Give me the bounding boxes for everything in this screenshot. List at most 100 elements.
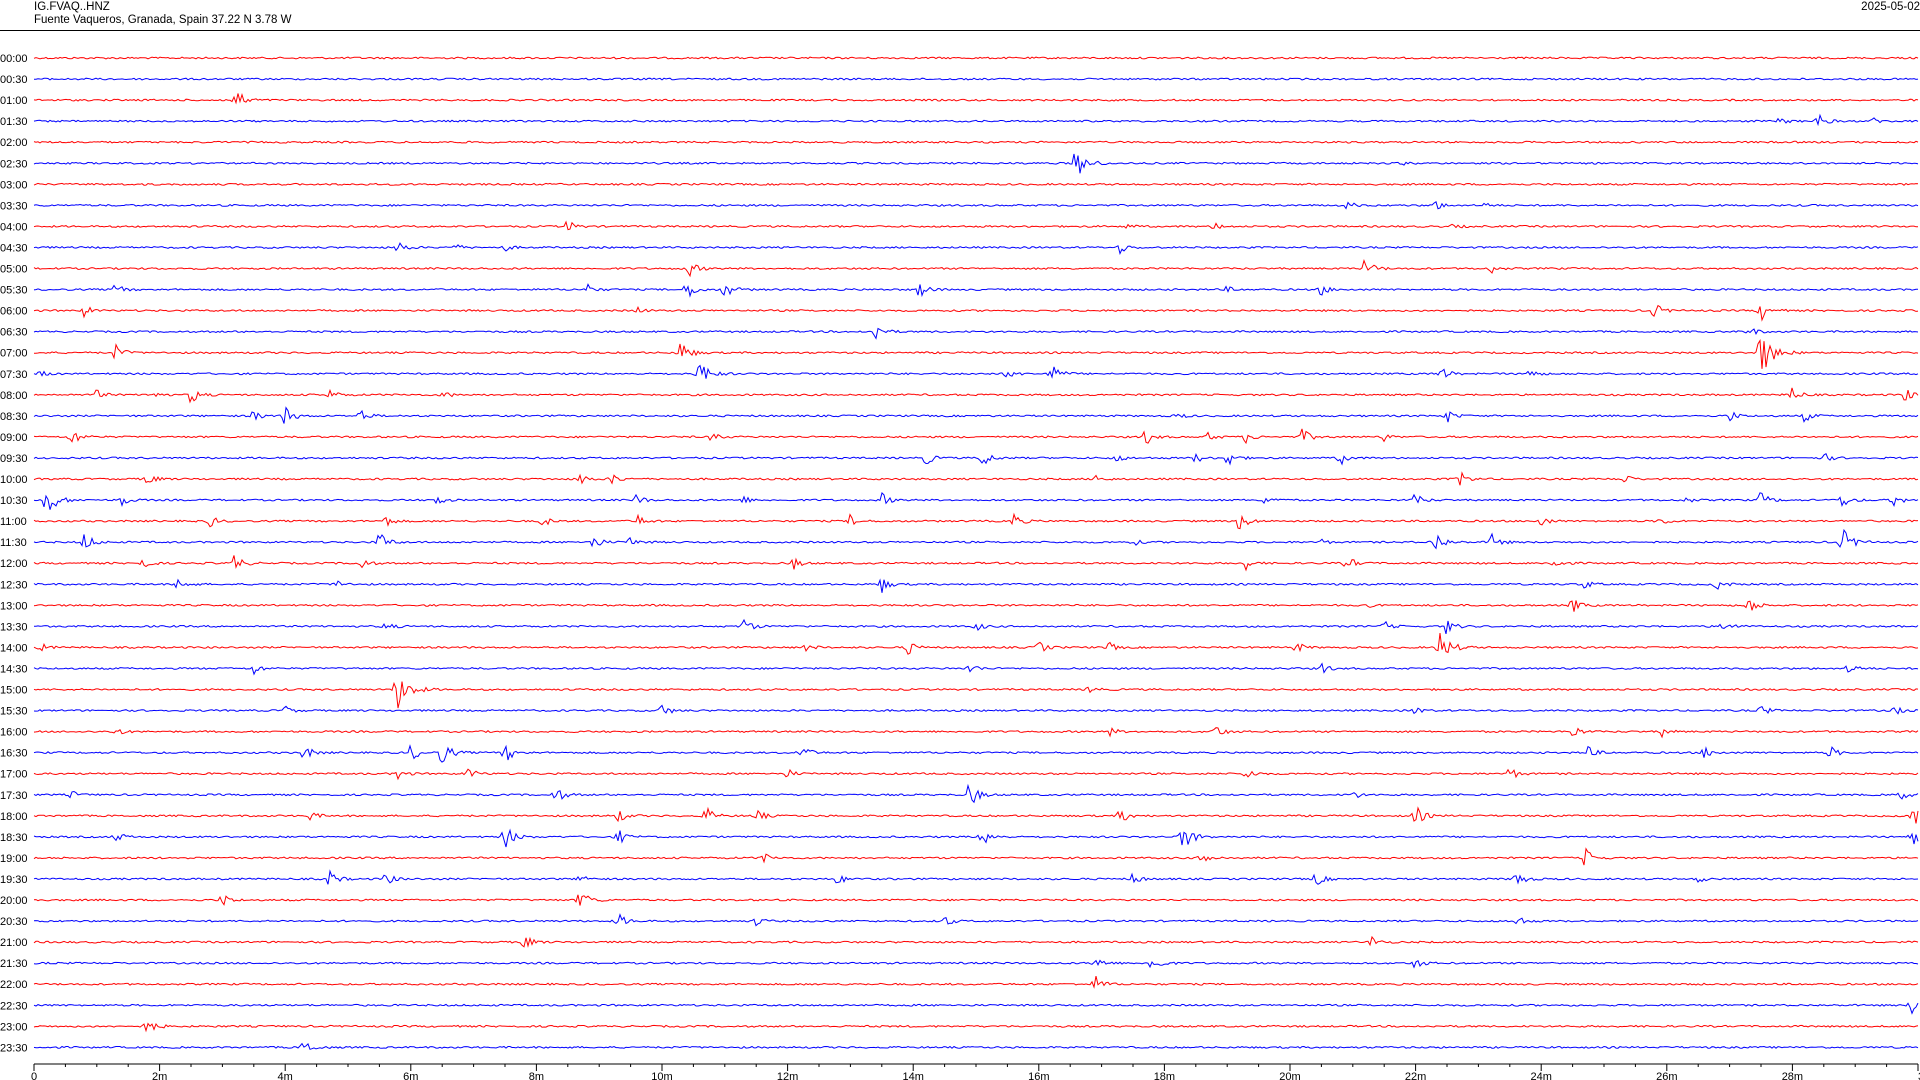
x-tick-label: 30 (1918, 1071, 1920, 1080)
trace-row-0730 (33, 364, 1919, 379)
row-label: 04:30 (0, 242, 28, 254)
row-label: 20:00 (0, 895, 28, 907)
trace-row-1800 (33, 806, 1919, 824)
x-tick-label: 24m (1530, 1071, 1551, 1080)
trace-row-0600 (33, 304, 1919, 322)
trace-row-0500 (33, 258, 1919, 278)
row-label: 02:00 (0, 137, 28, 149)
row-label: 17:30 (0, 790, 28, 802)
row-label: 00:30 (0, 74, 28, 86)
trace-row-2300 (33, 1022, 1919, 1033)
row-label: 07:00 (0, 348, 28, 360)
row-label: 01:30 (0, 116, 28, 128)
trace-row-0330 (33, 201, 1919, 210)
trace-row-1500 (33, 681, 1919, 709)
trace-row-2030 (33, 913, 1919, 927)
row-label: 10:00 (0, 474, 28, 486)
row-label: 16:30 (0, 748, 28, 760)
x-tick-label: 2m (152, 1071, 167, 1080)
trace-row-2230 (33, 1002, 1919, 1015)
row-label: 12:30 (0, 579, 28, 591)
trace-row-2100 (33, 935, 1919, 948)
x-tick-label: 14m (902, 1071, 923, 1080)
trace-row-1030 (33, 492, 1919, 510)
trace-row-0400 (33, 220, 1919, 231)
x-tick-label: 20m (1279, 1071, 1300, 1080)
row-label: 23:00 (0, 1021, 28, 1033)
trace-row-0100 (33, 92, 1919, 105)
trace-row-0000 (33, 56, 1919, 60)
row-label: 15:00 (0, 685, 28, 697)
trace-row-1100 (33, 512, 1919, 530)
trace-row-0630 (33, 327, 1919, 340)
row-label: 07:30 (0, 369, 28, 381)
trace-row-1230 (33, 578, 1919, 593)
trace-row-1400 (33, 633, 1919, 655)
row-label: 05:00 (0, 264, 28, 276)
row-label: 09:00 (0, 432, 28, 444)
trace-row-0800 (33, 387, 1919, 404)
trace-row-1730 (33, 783, 1919, 804)
trace-row-1300 (33, 600, 1919, 612)
trace-row-1930 (33, 869, 1919, 885)
trace-row-0130 (33, 113, 1919, 127)
trace-row-1200 (33, 555, 1919, 572)
x-tick-label: 6m (403, 1071, 418, 1080)
row-label: 14:00 (0, 642, 28, 654)
trace-row-1630 (33, 744, 1919, 763)
row-label-group: 00:00 00:30 01:00 01:30 02:00 02:30 03:00 03:30… (0, 53, 28, 1054)
trace-row-1430 (33, 662, 1919, 676)
trace-row-0830 (33, 406, 1919, 424)
row-label: 16:00 (0, 727, 28, 739)
row-label: 08:00 (0, 390, 28, 402)
trace-row-1900 (33, 847, 1919, 866)
row-label: 11:00 (0, 516, 27, 528)
row-label: 04:00 (0, 221, 28, 233)
x-tick-label: 12m (777, 1071, 798, 1080)
x-tick-label: 10m (651, 1071, 672, 1080)
trace-row-0930 (33, 452, 1919, 466)
row-label: 08:30 (0, 411, 28, 423)
trace-row-0230 (33, 153, 1919, 174)
row-label: 20:30 (0, 916, 28, 928)
x-tick-label: 0 (31, 1071, 37, 1080)
row-label: 22:30 (0, 1000, 28, 1012)
trace-row-0030 (33, 77, 1919, 81)
trace-group (33, 56, 1919, 1050)
trace-row-2330 (33, 1042, 1919, 1050)
x-tick-label: 22m (1405, 1071, 1426, 1080)
trace-row-1700 (33, 768, 1919, 781)
trace-row-2000 (33, 894, 1919, 906)
trace-row-0700 (33, 339, 1919, 369)
trace-row-2200 (33, 975, 1919, 989)
row-label: 12:00 (0, 558, 28, 570)
x-tick-label: 18m (1154, 1071, 1175, 1080)
x-tick-label: 8m (529, 1071, 544, 1080)
row-label: 13:00 (0, 600, 28, 612)
trace-row-0530 (33, 283, 1918, 298)
row-label: 19:30 (0, 874, 28, 886)
trace-row-0430 (33, 242, 1919, 255)
row-label: 00:00 (0, 53, 28, 65)
trace-row-1330 (34, 618, 1919, 635)
trace-row-1530 (33, 704, 1919, 715)
trace-row-1130 (33, 528, 1919, 550)
trace-row-0300 (33, 182, 1919, 186)
trace-row-1830 (33, 828, 1919, 848)
row-label: 22:00 (0, 979, 28, 991)
x-axis: 0 2m 4m 6m 8m 10m 12m 14m 16m 18m 20m 22m 24m 26m 28m 3… (31, 1063, 1920, 1080)
row-label: 09:30 (0, 453, 28, 465)
row-label: 19:00 (0, 853, 28, 865)
x-tick-label: 26m (1656, 1071, 1677, 1080)
x-tick-label: 16m (1028, 1071, 1049, 1080)
row-label: 03:30 (0, 200, 28, 212)
trace-row-2130 (33, 959, 1919, 969)
x-tick-label: 28m (1782, 1071, 1803, 1080)
row-label: 21:30 (0, 958, 28, 970)
row-label: 06:30 (0, 327, 28, 339)
row-label: 11:30 (0, 537, 27, 549)
row-label: 18:30 (0, 832, 28, 844)
row-label: 21:00 (0, 937, 28, 949)
x-tick-label: 4m (278, 1071, 293, 1080)
